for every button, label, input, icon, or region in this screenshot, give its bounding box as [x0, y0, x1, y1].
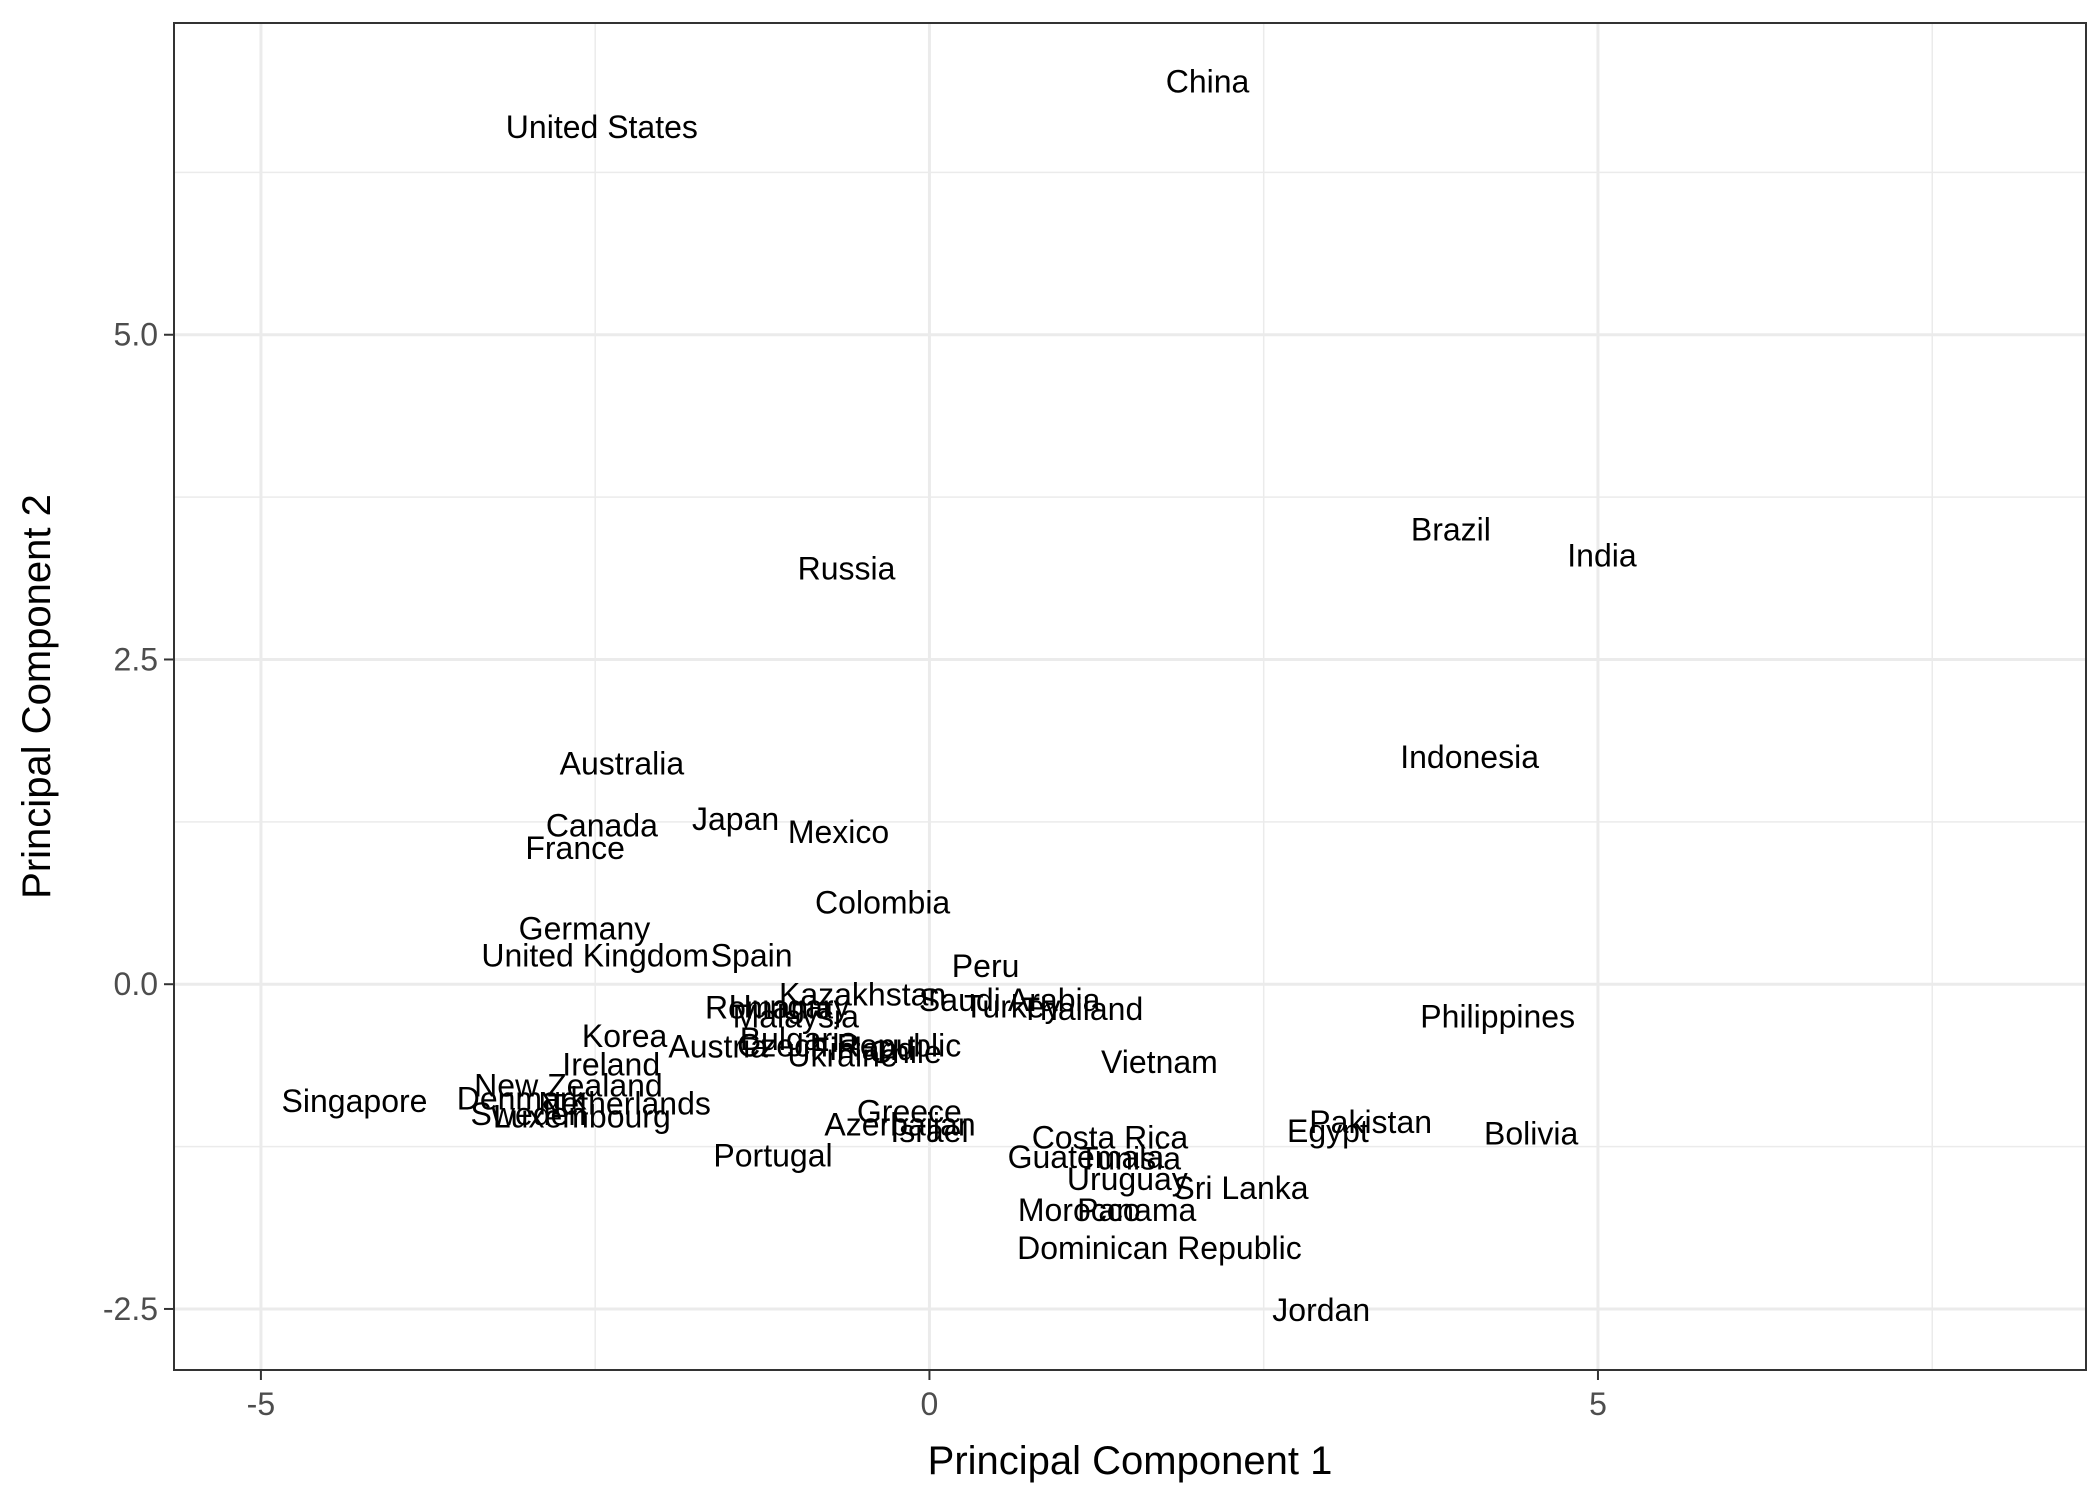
point-label: Luxembourg	[493, 1099, 671, 1135]
point-label: Thailand	[1020, 991, 1143, 1027]
point-label: Australia	[560, 745, 685, 781]
y-tick-label: -2.5	[103, 1291, 158, 1327]
point-label: Colombia	[815, 884, 950, 920]
point-label: Pakistan	[1309, 1104, 1432, 1140]
point-label: Romania	[705, 990, 833, 1026]
point-label: Netherlands	[538, 1086, 711, 1122]
point-label: Egypt	[1287, 1113, 1369, 1149]
point-label: China	[1166, 63, 1250, 99]
x-axis-title: Principal Component 1	[928, 1439, 1333, 1483]
y-tick-label: 2.5	[114, 641, 158, 677]
point-label: Hungary	[729, 988, 850, 1024]
point-label: Ireland	[562, 1047, 660, 1083]
y-axis-title: Principal Component 2	[15, 494, 59, 899]
point-label: Greece	[857, 1094, 962, 1130]
point-label: India	[1567, 538, 1637, 574]
point-label: Mexico	[788, 814, 889, 850]
point-label: Japan	[692, 801, 779, 837]
major-gridlines	[174, 23, 2086, 1370]
point-label: Germany	[519, 910, 651, 946]
point-label: Israel	[890, 1113, 968, 1149]
point-label: Denmark	[457, 1081, 588, 1117]
point-label: Bulgaria	[740, 1021, 858, 1057]
minor-gridlines	[174, 23, 2086, 1370]
point-labels: China United States Brazil India Russia Indon…	[282, 63, 1637, 1328]
point-label: France	[525, 830, 625, 866]
point-label: Kazakhstan	[779, 977, 946, 1013]
point-label: Morocco	[1018, 1192, 1141, 1228]
point-label: Panama	[1077, 1192, 1196, 1228]
point-label: Jordan	[1272, 1292, 1370, 1328]
point-label: Sweden	[471, 1096, 587, 1132]
point-label: Malaysia	[733, 999, 859, 1035]
point-label: United States	[506, 109, 698, 145]
x-tick-label: 5	[1589, 1386, 1607, 1422]
point-label: Saudi Arabia	[919, 982, 1101, 1018]
point-label: Czech Republic	[737, 1027, 961, 1063]
point-label: Bolivia	[1484, 1116, 1578, 1152]
point-label: Korea	[582, 1018, 668, 1054]
point-label: Guatemala	[1008, 1139, 1165, 1175]
point-label: Brazil	[1411, 512, 1491, 548]
point-label: Canada	[546, 808, 658, 844]
point-label: Azerbaijan	[824, 1107, 975, 1143]
point-label: United Kingdom	[481, 938, 709, 974]
point-label: Portugal	[713, 1138, 832, 1174]
point-label: Peru	[952, 948, 1020, 984]
point-label: Uruguay	[1067, 1161, 1188, 1197]
point-label: Turkey	[964, 988, 1061, 1024]
point-label: Costa Rica	[1032, 1119, 1189, 1155]
point-label: Singapore	[282, 1083, 428, 1119]
point-label: Spain	[711, 938, 793, 974]
point-label: Russia	[798, 551, 896, 587]
point-label: Indonesia	[1400, 739, 1539, 775]
x-tick-label: 0	[921, 1386, 939, 1422]
point-label: Dominican Republic	[1017, 1230, 1302, 1266]
point-label: Ukraine	[787, 1038, 897, 1074]
y-axis: -2.5 0.0 2.5 5.0	[103, 317, 174, 1327]
point-label: Philippines	[1420, 999, 1575, 1035]
point-label: Austria	[668, 1029, 768, 1065]
plot-panel-border	[173, 22, 2087, 1371]
point-label: Sri Lanka	[1173, 1170, 1308, 1206]
y-tick-label: 0.0	[114, 966, 158, 1002]
point-label: New Zealand	[474, 1068, 663, 1104]
point-label: Finland	[810, 1031, 915, 1067]
y-tick-label: 5.0	[114, 317, 158, 353]
x-axis: -5 0 5	[247, 1370, 1607, 1422]
point-label: Vietnam	[1101, 1044, 1218, 1080]
x-tick-label: -5	[247, 1386, 275, 1422]
point-label: Chile	[869, 1034, 942, 1070]
point-label: Tunisia	[1079, 1140, 1181, 1176]
